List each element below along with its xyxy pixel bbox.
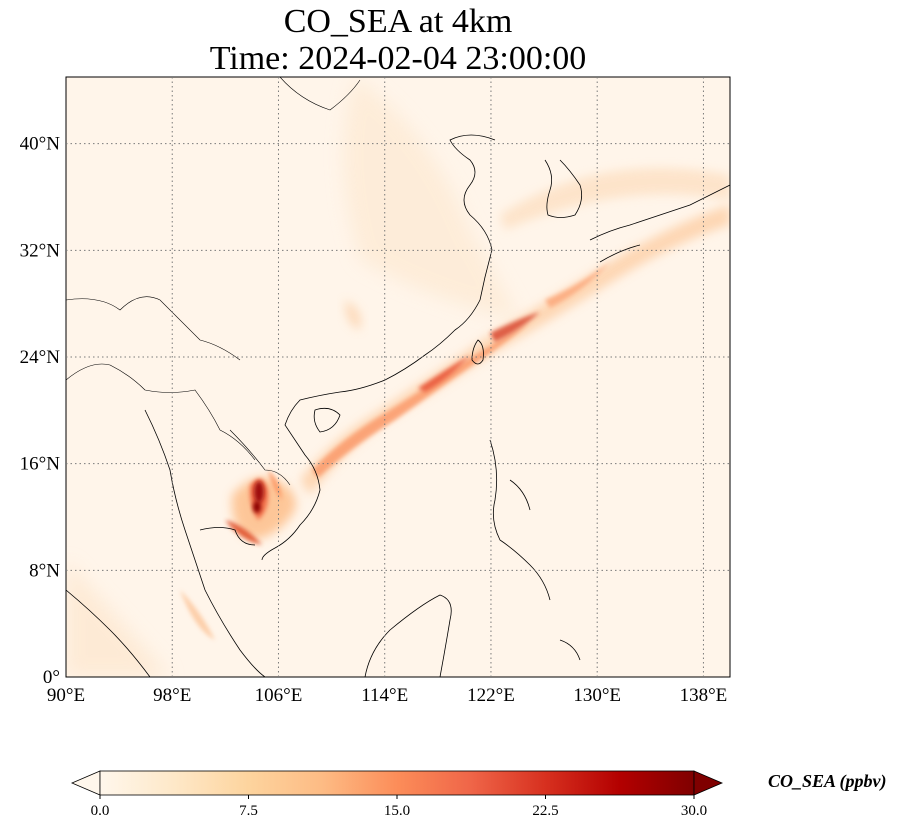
colorbar-tick-label: 7.5 [239,803,258,819]
x-tick-label: 106°E [255,685,303,706]
y-tick-label: 8°N [29,560,60,581]
x-tick-label: 122°E [467,685,515,706]
map-frame [65,76,731,678]
colorbar-tick-label: 22.5 [532,803,558,819]
x-axis-ticks: 90°E 98°E 106°E 114°E 122°E 130°E 138°E [47,685,727,706]
colorbar-ticks: 0.0 7.5 15.0 22.5 30.0 [91,795,707,819]
x-tick-label: 114°E [361,685,408,706]
map-title: CO_SEA at 4km [283,3,513,40]
colorbar-min-extension [70,770,101,796]
y-tick-label: 24°N [20,347,61,368]
gridlines [66,77,730,677]
coastlines [66,77,730,677]
x-tick-label: 90°E [47,685,85,706]
colorbar-tick-label: 0.0 [91,803,110,819]
x-tick-label: 130°E [573,685,621,706]
colorbar-gradient [99,770,695,796]
y-axis-ticks: 0° 8°N 16°N 24°N 32°N 40°N [20,134,61,688]
colorbar-max-extension [693,770,724,796]
y-tick-label: 40°N [20,134,61,155]
colorbar-tick-label: 15.0 [384,803,410,819]
y-tick-label: 0° [43,667,60,688]
y-tick-label: 32°N [20,240,61,261]
x-tick-label: 98°E [153,685,191,706]
y-tick-label: 16°N [20,454,61,475]
x-tick-label: 138°E [680,685,728,706]
colorbar-label: CO_SEA (ppbv) [768,771,887,791]
concentration-field [66,77,730,677]
colorbar-tick-label: 30.0 [681,803,707,819]
map-subtitle-time: Time: 2024-02-04 23:00:00 [209,40,587,77]
colorbar: 0.0 7.5 15.0 22.5 30.0 [70,770,724,819]
